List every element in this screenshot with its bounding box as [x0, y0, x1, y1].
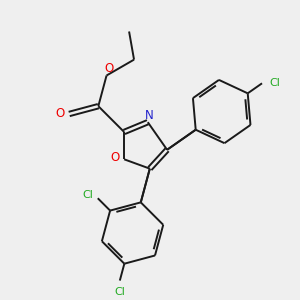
Text: Cl: Cl [114, 287, 125, 297]
Text: Cl: Cl [269, 78, 280, 88]
Text: O: O [104, 62, 114, 75]
Text: Cl: Cl [82, 190, 93, 200]
Text: O: O [56, 107, 65, 121]
Text: O: O [111, 151, 120, 164]
Text: N: N [145, 109, 154, 122]
